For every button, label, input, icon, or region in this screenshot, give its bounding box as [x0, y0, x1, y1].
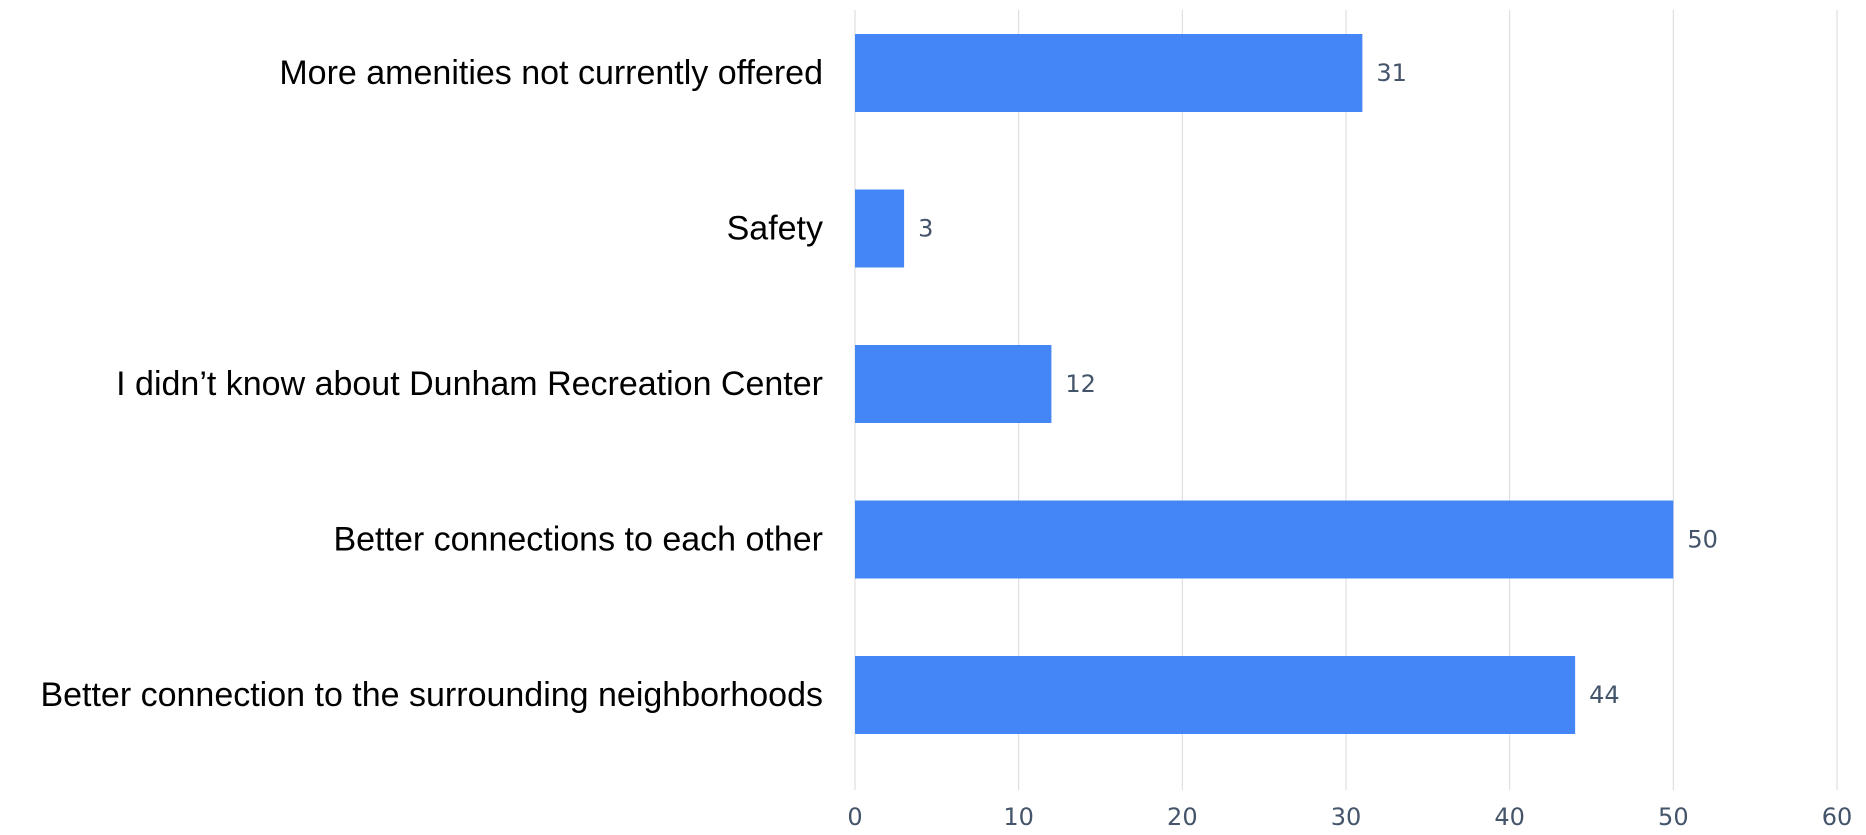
category-label: More amenities not currently offered [279, 54, 823, 92]
labels-layer: 0 10 20 30 40 50 60 More amenities not currentl… [40, 54, 1852, 831]
data-label: 12 [1065, 370, 1096, 398]
x-tick-label: 40 [1494, 803, 1525, 831]
data-label: 50 [1687, 526, 1718, 554]
bar [855, 500, 1674, 579]
x-tick-label: 60 [1822, 803, 1853, 831]
category-label: Better connections to each other [333, 521, 823, 559]
category-label: I didn’t know about Dunham Recreation Ce… [116, 365, 823, 403]
bar [855, 656, 1576, 734]
bar [855, 189, 905, 268]
category-label: Better connection to the surrounding nei… [40, 676, 823, 714]
x-tick-label: 10 [1003, 803, 1034, 831]
data-label: 44 [1589, 681, 1620, 709]
bars-layer [855, 34, 1674, 734]
category-label: Safety [727, 210, 823, 248]
bar [855, 345, 1052, 423]
bar [855, 34, 1363, 112]
data-label: 31 [1376, 59, 1407, 87]
grid-layer [854, 10, 1838, 790]
x-tick-label: 0 [847, 803, 862, 831]
data-label: 3 [918, 215, 933, 243]
x-tick-label: 50 [1658, 803, 1689, 831]
x-tick-label: 30 [1331, 803, 1362, 831]
x-tick-label: 20 [1167, 803, 1198, 831]
